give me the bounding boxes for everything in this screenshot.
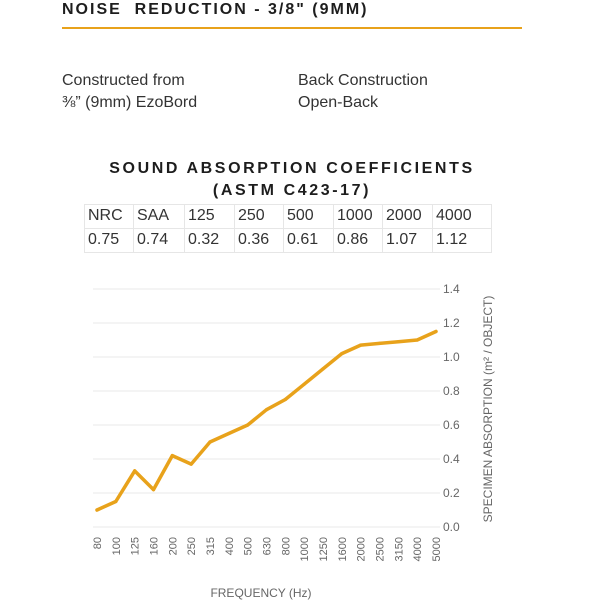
data-point xyxy=(170,454,174,458)
y-tick-label: 1.4 xyxy=(443,282,460,296)
coefficient-value-cell: 1.07 xyxy=(382,228,433,253)
y-tick-label: 1.0 xyxy=(443,350,460,364)
y-tick-label: 0.4 xyxy=(443,452,460,466)
x-tick-label: 1250 xyxy=(318,537,330,561)
x-tick-label: 80 xyxy=(92,537,104,549)
construction-value: ⅜” (9mm) EzoBord xyxy=(62,94,198,111)
x-tick-label: 1600 xyxy=(337,537,349,561)
coefficients-value-row: 0.75 0.74 0.32 0.36 0.61 0.86 1.07 1.12 xyxy=(84,228,492,253)
data-point xyxy=(189,462,193,466)
x-tick-label: 315 xyxy=(205,537,217,555)
data-point xyxy=(264,408,269,412)
data-point xyxy=(95,508,99,512)
data-point xyxy=(208,440,212,444)
x-tick-label: 160 xyxy=(149,537,161,555)
y-tick-label: 0.2 xyxy=(443,486,460,500)
coefficient-header-cell: 1000 xyxy=(333,204,383,229)
data-point xyxy=(302,382,306,386)
data-point xyxy=(283,397,287,402)
x-tick-label: 200 xyxy=(167,537,179,555)
y-axis-label: SPECIMEN ABSORPTION (m² / OBJECT) xyxy=(481,296,495,523)
coefficient-value-cell: 0.75 xyxy=(84,228,134,253)
coefficients-table: NRC SAA 125 250 500 1000 2000 4000 0.75 … xyxy=(84,204,492,253)
construction-spec: Constructed from ⅜” (9mm) EzoBord xyxy=(62,70,197,114)
data-point xyxy=(246,423,250,427)
coefficient-value-cell: 0.74 xyxy=(133,228,185,253)
y-tick-label: 0.0 xyxy=(443,520,460,534)
coefficient-header-cell: SAA xyxy=(133,204,185,229)
page-title: NOISE REDUCTION - 3/8" (9MM) xyxy=(62,1,369,18)
x-tick-label: 630 xyxy=(262,537,274,555)
data-point xyxy=(151,488,156,492)
coefficient-value-cell: 1.12 xyxy=(432,228,492,253)
coefficients-header-row: NRC SAA 125 250 500 1000 2000 4000 xyxy=(84,204,492,229)
x-tick-label: 250 xyxy=(186,537,198,555)
x-tick-label: 100 xyxy=(111,537,123,555)
x-axis-label: FREQUENCY (Hz) xyxy=(210,586,311,600)
absorption-chart: 0.0 0.2 0.4 0.6 0.8 1.0 1.2 1.4 80 100 125 160 200 25… xyxy=(92,282,495,600)
y-tick-label: 0.6 xyxy=(443,418,460,432)
x-tick-label: 2000 xyxy=(356,537,368,561)
y-tick-label: 1.2 xyxy=(443,316,460,330)
series-line xyxy=(95,329,438,512)
back-construction-heading: Back Construction xyxy=(298,72,428,89)
x-tick-label: 800 xyxy=(280,537,292,555)
data-point xyxy=(340,352,344,356)
data-point xyxy=(434,329,438,334)
back-construction-spec: Back Construction Open-Back xyxy=(298,70,428,114)
x-tick-label: 1000 xyxy=(299,537,311,561)
x-tick-label: 5000 xyxy=(431,537,443,561)
x-tick-label: 3150 xyxy=(393,537,405,561)
x-tick-label: 125 xyxy=(130,537,142,555)
back-construction-value: Open-Back xyxy=(298,94,379,111)
coefficient-header-cell: 250 xyxy=(234,204,284,229)
title-rule xyxy=(62,27,522,29)
y-tick-label: 0.8 xyxy=(443,384,460,398)
coefficient-header-cell: 2000 xyxy=(382,204,433,229)
data-point xyxy=(359,343,363,347)
coefficients-title-line2: (ASTM C423-17) xyxy=(212,182,372,199)
data-point xyxy=(321,367,325,371)
data-point xyxy=(396,340,400,344)
x-tick-label: 400 xyxy=(224,537,236,555)
coefficient-header-cell: NRC xyxy=(84,204,134,229)
data-point xyxy=(133,469,137,473)
x-tick-label: 2500 xyxy=(375,537,387,561)
construction-heading: Constructed from xyxy=(62,72,185,89)
coefficient-value-cell: 0.86 xyxy=(333,228,383,253)
coefficient-header-cell: 125 xyxy=(184,204,235,229)
coefficient-header-cell: 4000 xyxy=(432,204,492,229)
x-tick-label: 4000 xyxy=(412,537,424,561)
coefficient-value-cell: 0.61 xyxy=(283,228,334,253)
coefficient-value-cell: 0.32 xyxy=(184,228,235,253)
coefficients-title-line1: SOUND ABSORPTION COEFFICIENTS xyxy=(109,160,475,177)
data-point xyxy=(227,431,231,436)
coefficient-value-cell: 0.36 xyxy=(234,228,284,253)
data-point xyxy=(114,499,118,504)
coefficients-title: SOUND ABSORPTION COEFFICIENTS (ASTM C423… xyxy=(62,158,522,202)
coefficient-header-cell: 500 xyxy=(283,204,334,229)
data-point xyxy=(377,341,382,345)
x-tick-label: 500 xyxy=(243,537,255,555)
data-point xyxy=(415,338,419,342)
